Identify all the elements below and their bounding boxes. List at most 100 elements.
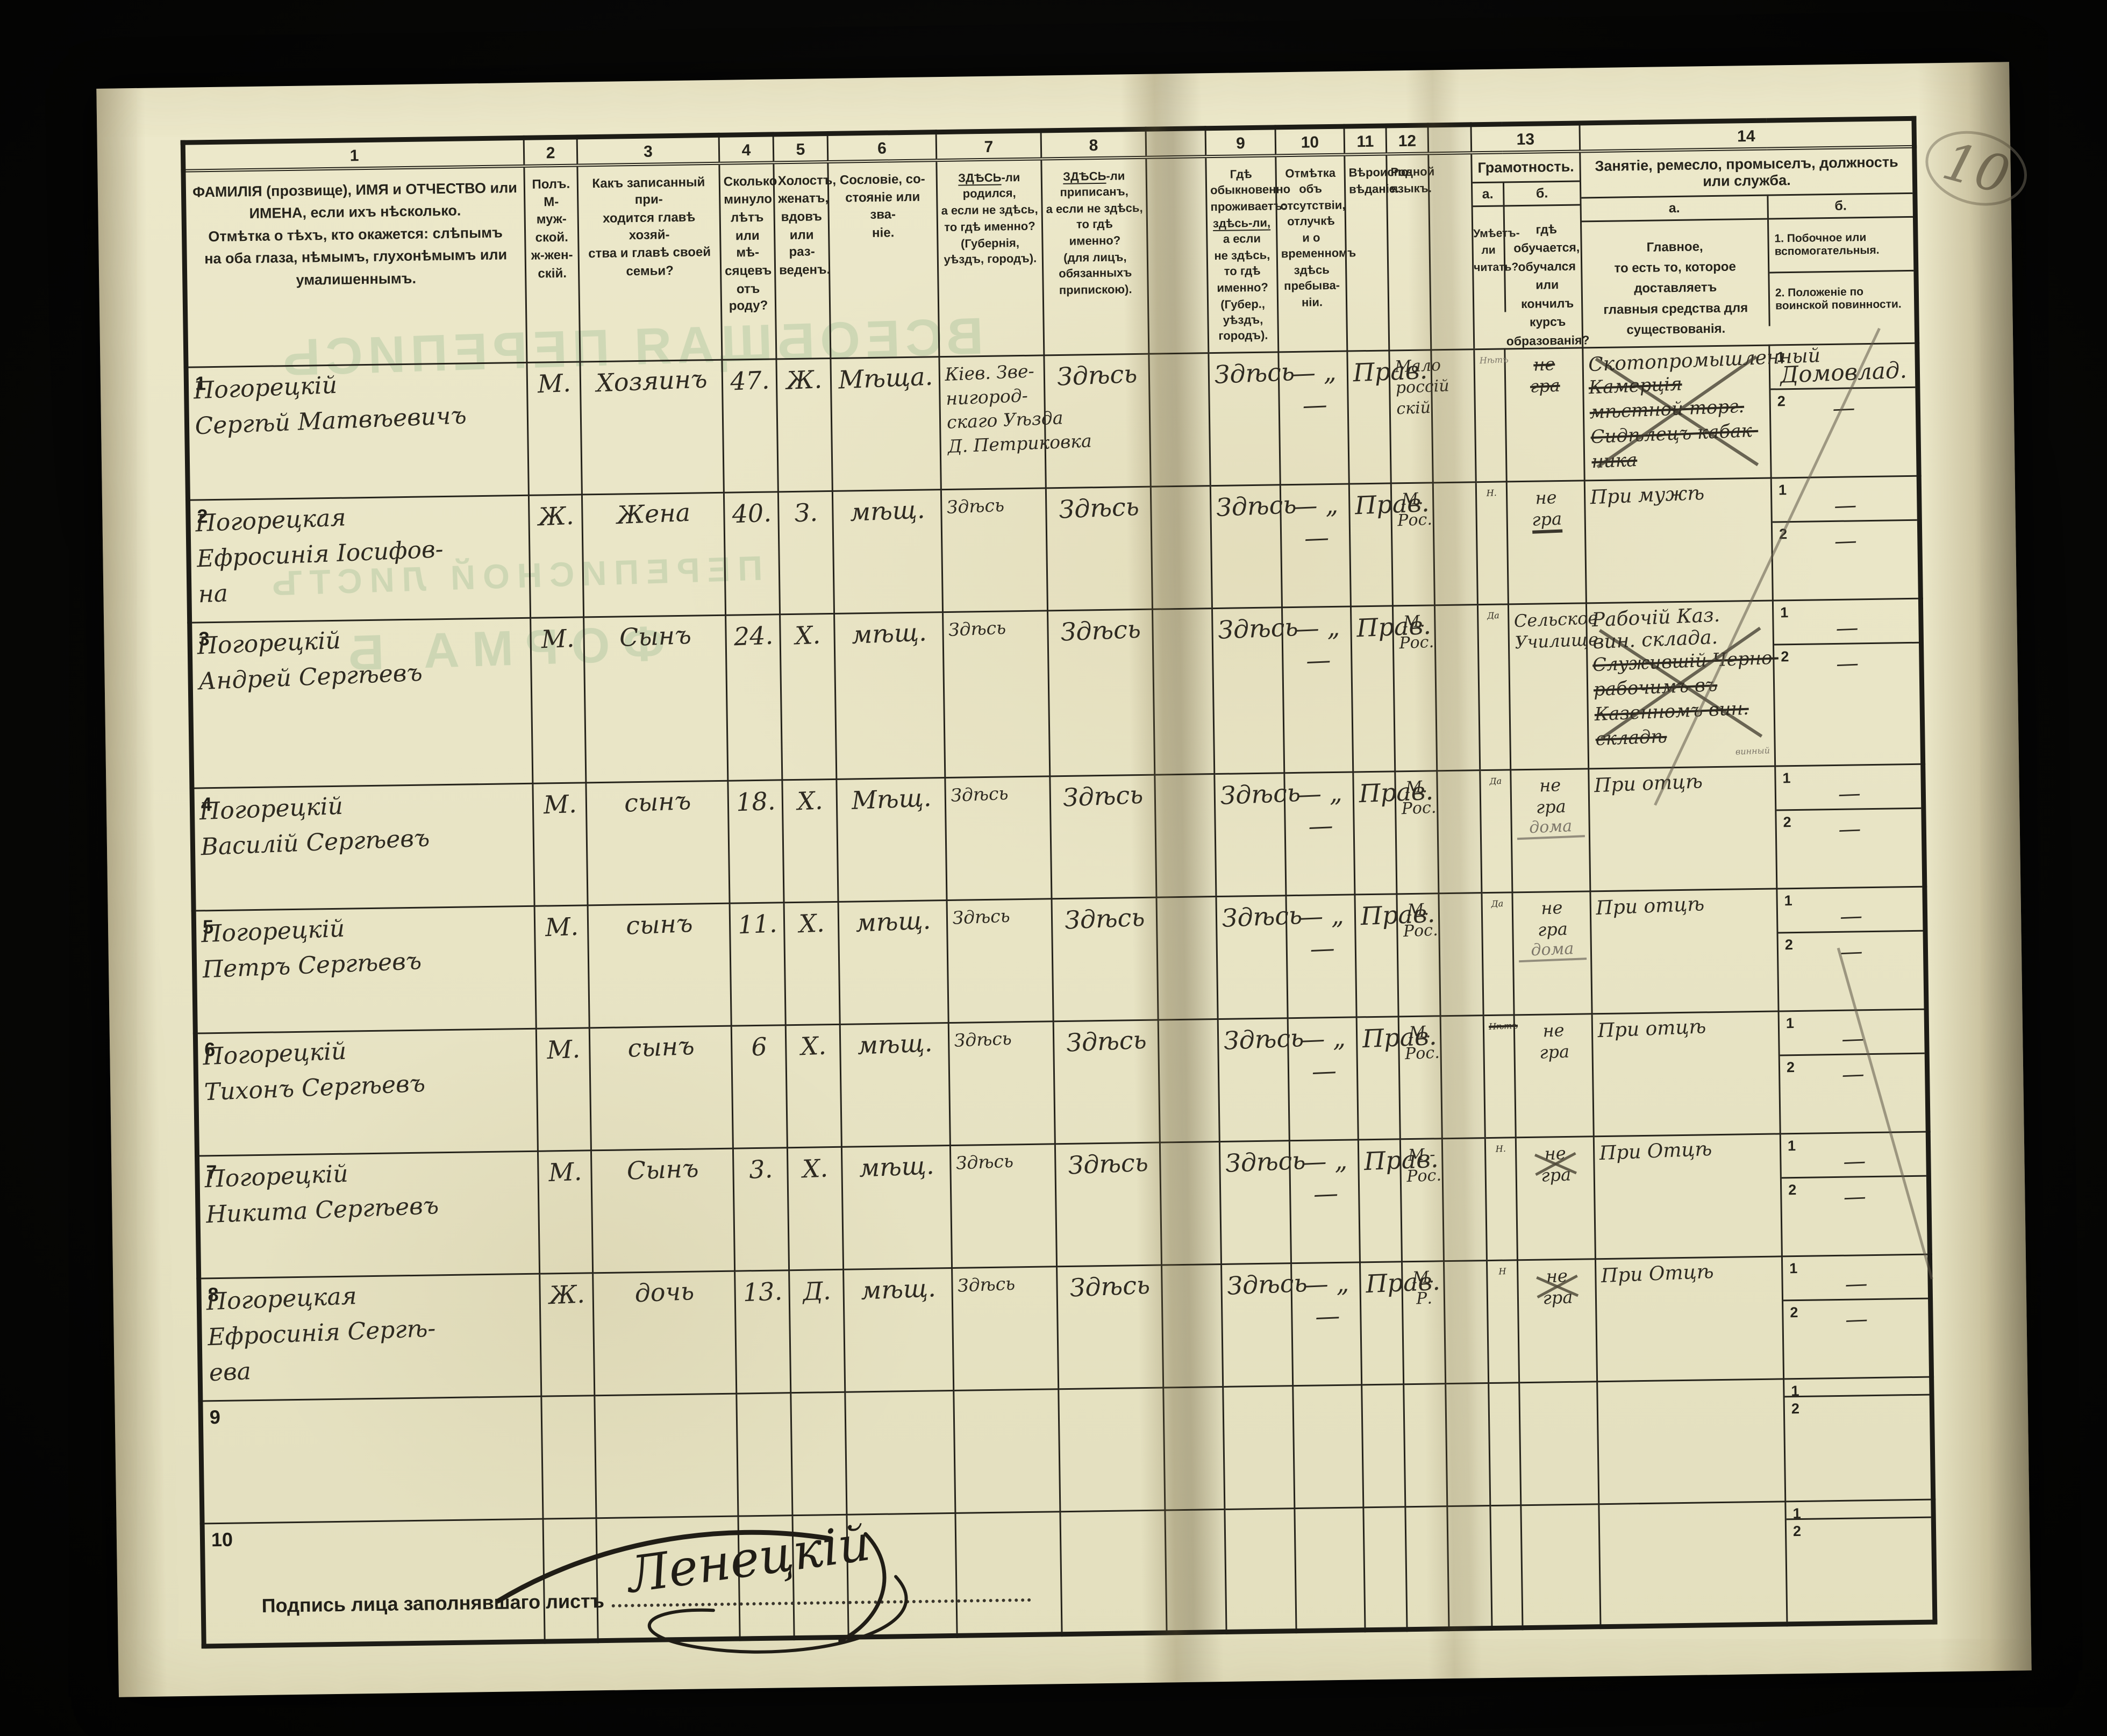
handwritten-value: — „ —	[1290, 357, 1337, 420]
cell-marital: Х.	[787, 1147, 844, 1270]
side-occupation-2: 2—	[1780, 1054, 1925, 1090]
handwritten-value: Здѣсь	[1225, 1145, 1306, 1178]
column-number: 12	[1385, 125, 1429, 154]
handwritten-value: М.	[548, 1156, 583, 1188]
cell-religion: Прав.	[1349, 483, 1430, 607]
handwritten-value: М.	[544, 911, 579, 942]
side-occupation-2: 2—	[1783, 1299, 1929, 1335]
handwritten-side2: —	[1838, 815, 1862, 842]
text-line: скаго Уѣзда	[946, 407, 1064, 433]
cell-age	[736, 1392, 792, 1517]
text-line: М.	[1412, 1268, 1435, 1288]
cell-language: М. Рос.	[1398, 1016, 1442, 1139]
handwritten-value: Здѣсь	[1064, 902, 1146, 935]
text-line: ж-жен-	[531, 247, 573, 263]
cell-name: 8 Погорецкая Ефросинія Сергѣ-ева	[198, 1274, 541, 1401]
handwritten-value: мѣщ.	[860, 1273, 937, 1305]
cell-absence: — „ —	[1291, 1262, 1362, 1386]
handwritten-value: Здѣсь	[1216, 490, 1297, 523]
handwritten-value: Прав.	[1352, 355, 1429, 388]
text-line: ФАМИЛІЯ (прозвище), ИМЯ и ОТЧЕСТВО или	[192, 179, 518, 201]
cell-marital: Х.	[784, 902, 840, 1025]
side-occupation-2: 2	[1785, 1396, 1930, 1417]
column-header: Вѣроиспо-вѣданіе.	[1344, 153, 1412, 351]
cell-religion	[1363, 1506, 1408, 1630]
text-line: Кіев. Зве-	[944, 360, 1035, 385]
cell-occupation-side: 1 Домовлад. 2—	[1769, 343, 1919, 478]
cell-residence: Здѣсь	[1214, 773, 1301, 897]
handwritten-value: 13.	[742, 1276, 783, 1308]
column-number: 6	[827, 132, 937, 162]
cell-relation	[594, 1394, 738, 1518]
cell-residence: Здѣсь	[1210, 485, 1297, 609]
cell-literacy-read: Да	[1480, 769, 1512, 893]
side-occupation-1: 1—	[1773, 599, 1919, 646]
handwritten-language: М. Рос.	[1396, 488, 1433, 531]
literacy-value: Да	[1489, 775, 1502, 787]
text-line: Вѣроиспо-	[1348, 165, 1412, 179]
handwritten-school: не гра	[1516, 773, 1585, 819]
handwritten-literacy: Да	[1483, 610, 1504, 621]
handwritten-value: 40.	[731, 498, 772, 529]
cell-name: 9	[200, 1396, 544, 1524]
cell-birthplace	[955, 1511, 1062, 1636]
handwritten-value: 11.	[737, 909, 778, 940]
handwritten-school	[1526, 1509, 1594, 1511]
cell-sex: Ж.	[528, 495, 584, 618]
handwritten-value	[548, 1523, 591, 1525]
cell-marital: Х.	[785, 1024, 842, 1148]
cell-occupation-side: 1—2—	[1780, 1132, 1930, 1256]
handwritten-value: Жена	[616, 498, 691, 530]
side-occupation-1: 1—	[1776, 765, 1922, 811]
handwritten-value: мѣщ.	[849, 495, 926, 527]
handwritten-value: Х.	[794, 620, 822, 651]
cell-marital: Ж.	[776, 358, 833, 492]
handwritten-value: М.	[537, 368, 572, 399]
cell-absence	[1294, 1507, 1366, 1631]
text-line: Рос.	[1403, 920, 1439, 941]
column-header: Гдѣ обыкновенно проживаетъ: здѣсь-ли, а ес…	[1205, 155, 1290, 353]
handwritten-school: не гра	[1540, 1142, 1572, 1186]
cell-literacy-read: Да	[1477, 604, 1511, 770]
cell-relation: Жена	[582, 492, 726, 618]
text-line: Главное,	[1646, 239, 1703, 255]
text-line: именно?	[1069, 233, 1121, 248]
handwritten-school: не гра	[1531, 486, 1563, 534]
handwritten-value: Х.	[796, 785, 824, 816]
table-row: 5 Погорецкій Петръ Сергѣевъ М. сынъ 11. Х. мѣщ.…	[194, 887, 1927, 1034]
handwritten-birthplace: Здѣсь	[946, 492, 1042, 520]
column-headers-row: ФАМИЛІЯ (прозвище), ИМЯ и ОТЧЕСТВО или ИМ…	[183, 146, 1917, 368]
handwritten-birthplace: Здѣсь	[952, 903, 1048, 931]
handwritten-value: сынъ	[625, 908, 694, 940]
text-line: М.	[1405, 777, 1428, 797]
handwritten-value: Здѣсь	[1226, 1268, 1308, 1301]
handwritten-value: М.	[540, 624, 575, 654]
handwritten-value: — „ —	[1297, 901, 1345, 963]
cell-literacy-read: Н.	[1485, 1137, 1518, 1261]
cell-absence: — „ —	[1289, 1139, 1360, 1263]
literacy-value: Нѣтъ	[1479, 354, 1509, 366]
cell-religion: Прав.	[1354, 894, 1435, 1017]
text-line: Полъ.	[532, 176, 570, 192]
cell-absence	[1292, 1384, 1363, 1509]
handwritten-school: не гра	[1519, 1018, 1589, 1064]
cell-occupation-main	[1597, 1378, 1785, 1504]
cell-religion: Прав.	[1358, 1139, 1439, 1262]
cell-sex: М.	[536, 1027, 591, 1152]
text-line: Холостъ,	[777, 173, 837, 188]
text-line: образованія?	[1506, 332, 1590, 348]
column-header: Сколько минуло лѣтъ или мѣ-сяцевъ отъ роду?	[719, 162, 777, 360]
paper-fold-cell	[1445, 1383, 1490, 1506]
handwritten-name: Погорецкій Никита Сергѣевъ	[204, 1149, 535, 1233]
handwritten-school: не гра	[1510, 352, 1579, 398]
text-line: (Губернія, уѣздъ, городъ).	[944, 235, 1037, 266]
text-line: гра	[1531, 508, 1562, 531]
text-line: Здѣсь	[953, 1027, 1012, 1051]
handwritten-language: М. Рос.	[1404, 1021, 1440, 1065]
cell-residence: Здѣсь	[1221, 1263, 1308, 1387]
text-line: не	[1533, 353, 1555, 375]
cell-age: 24.	[725, 615, 782, 781]
side-occupation-2: 2—	[1776, 809, 1922, 845]
cell-absence: — „ —	[1284, 771, 1355, 896]
text-line: Сколько	[723, 173, 777, 189]
